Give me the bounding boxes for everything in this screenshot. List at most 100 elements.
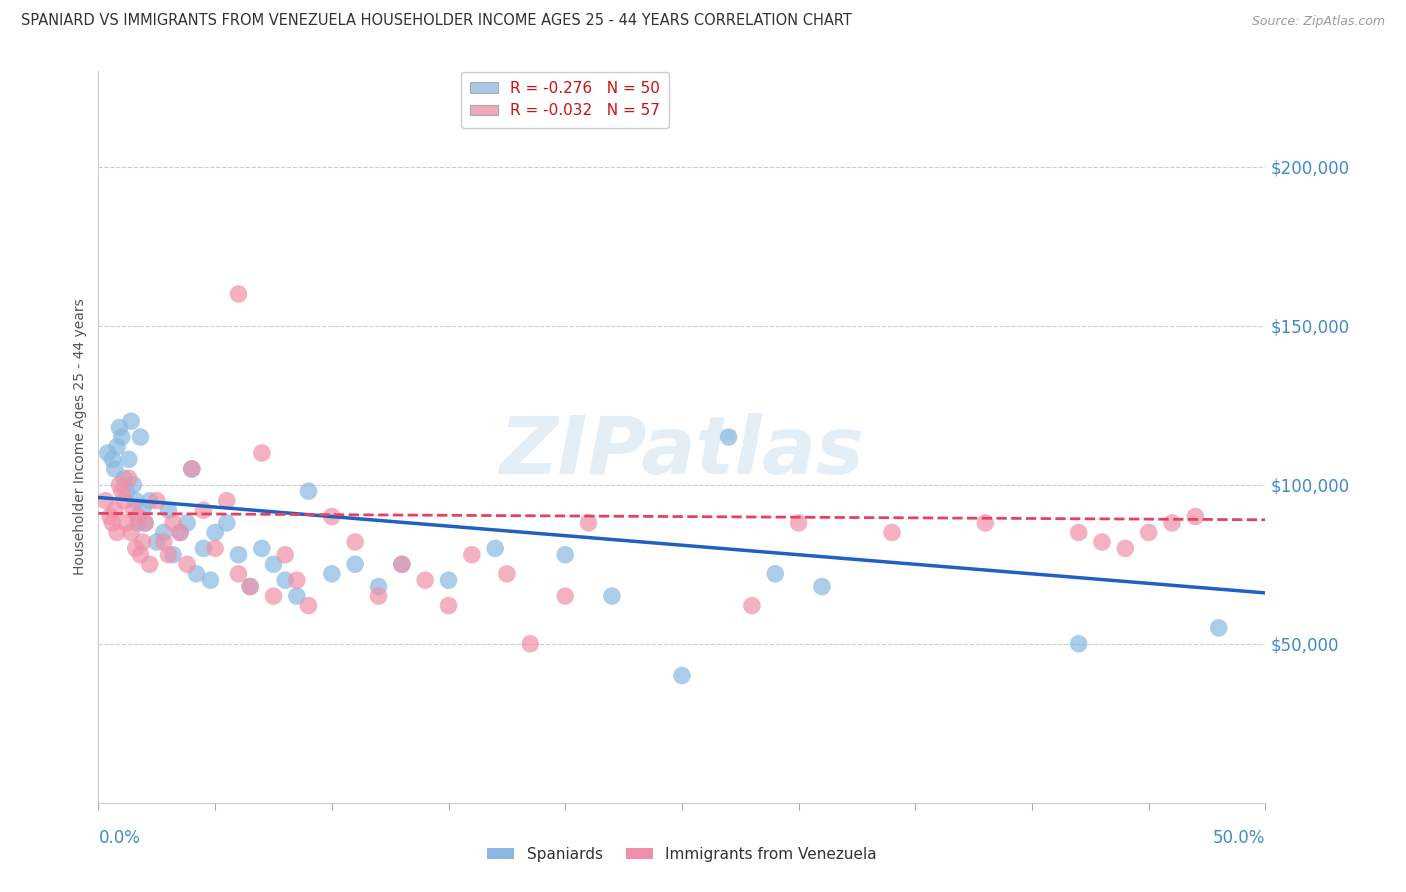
Point bbox=[101, 516, 124, 530]
Point bbox=[132, 535, 155, 549]
Point bbox=[111, 430, 134, 444]
Point bbox=[741, 599, 763, 613]
Point bbox=[169, 525, 191, 540]
Point bbox=[193, 503, 215, 517]
Point bbox=[1184, 509, 1206, 524]
Point bbox=[974, 516, 997, 530]
Point bbox=[1114, 541, 1136, 556]
Point bbox=[297, 599, 319, 613]
Point bbox=[120, 525, 142, 540]
Point bbox=[169, 525, 191, 540]
Point bbox=[811, 580, 834, 594]
Point bbox=[285, 589, 308, 603]
Point bbox=[129, 430, 152, 444]
Point bbox=[104, 503, 127, 517]
Point bbox=[1067, 525, 1090, 540]
Point bbox=[297, 484, 319, 499]
Point bbox=[1208, 621, 1230, 635]
Point bbox=[97, 446, 120, 460]
Point bbox=[108, 477, 131, 491]
Point bbox=[437, 599, 460, 613]
Point bbox=[129, 548, 152, 562]
Point bbox=[1137, 525, 1160, 540]
Point bbox=[112, 471, 135, 485]
Point bbox=[437, 573, 460, 587]
Point bbox=[125, 493, 148, 508]
Point bbox=[134, 516, 156, 530]
Point bbox=[186, 566, 208, 581]
Point bbox=[484, 541, 506, 556]
Point bbox=[671, 668, 693, 682]
Point bbox=[176, 516, 198, 530]
Point bbox=[228, 548, 250, 562]
Point bbox=[344, 535, 367, 549]
Point bbox=[162, 516, 184, 530]
Point bbox=[239, 580, 262, 594]
Point bbox=[105, 525, 128, 540]
Point bbox=[262, 589, 284, 603]
Point bbox=[127, 516, 149, 530]
Point bbox=[200, 573, 222, 587]
Text: ZIPatlas: ZIPatlas bbox=[499, 413, 865, 491]
Point bbox=[122, 477, 145, 491]
Point bbox=[122, 503, 145, 517]
Point bbox=[367, 580, 389, 594]
Point bbox=[176, 558, 198, 572]
Point bbox=[787, 516, 810, 530]
Point bbox=[152, 525, 174, 540]
Point bbox=[146, 535, 169, 549]
Point bbox=[321, 509, 343, 524]
Point bbox=[880, 525, 903, 540]
Point bbox=[115, 484, 138, 499]
Point bbox=[125, 541, 148, 556]
Point bbox=[391, 558, 413, 572]
Point bbox=[104, 462, 127, 476]
Point bbox=[180, 462, 202, 476]
Point bbox=[1091, 535, 1114, 549]
Point bbox=[600, 589, 623, 603]
Point bbox=[461, 548, 484, 562]
Point bbox=[118, 452, 141, 467]
Point bbox=[118, 471, 141, 485]
Point bbox=[111, 484, 134, 499]
Point bbox=[262, 558, 284, 572]
Point bbox=[321, 566, 343, 581]
Point bbox=[413, 573, 436, 587]
Point bbox=[578, 516, 600, 530]
Text: 50.0%: 50.0% bbox=[1213, 829, 1265, 847]
Point bbox=[274, 548, 297, 562]
Point bbox=[519, 637, 541, 651]
Point bbox=[132, 503, 155, 517]
Point bbox=[250, 541, 273, 556]
Point bbox=[367, 589, 389, 603]
Point bbox=[146, 493, 169, 508]
Text: 0.0%: 0.0% bbox=[98, 829, 141, 847]
Point bbox=[115, 516, 138, 530]
Point bbox=[157, 503, 180, 517]
Point bbox=[239, 580, 262, 594]
Point bbox=[98, 509, 121, 524]
Point bbox=[152, 535, 174, 549]
Point bbox=[344, 558, 367, 572]
Point bbox=[554, 548, 576, 562]
Point bbox=[162, 548, 184, 562]
Text: SPANIARD VS IMMIGRANTS FROM VENEZUELA HOUSEHOLDER INCOME AGES 25 - 44 YEARS CORR: SPANIARD VS IMMIGRANTS FROM VENEZUELA HO… bbox=[21, 13, 852, 28]
Point bbox=[204, 541, 226, 556]
Point bbox=[204, 525, 226, 540]
Point bbox=[274, 573, 297, 587]
Point bbox=[108, 420, 131, 434]
Point bbox=[250, 446, 273, 460]
Y-axis label: Householder Income Ages 25 - 44 years: Householder Income Ages 25 - 44 years bbox=[73, 299, 87, 575]
Point bbox=[215, 516, 238, 530]
Text: Source: ZipAtlas.com: Source: ZipAtlas.com bbox=[1251, 15, 1385, 28]
Point bbox=[554, 589, 576, 603]
Point bbox=[717, 430, 740, 444]
Point bbox=[228, 566, 250, 581]
Point bbox=[94, 493, 117, 508]
Point bbox=[127, 509, 149, 524]
Point bbox=[496, 566, 519, 581]
Point bbox=[193, 541, 215, 556]
Point bbox=[285, 573, 308, 587]
Point bbox=[180, 462, 202, 476]
Point bbox=[763, 566, 786, 581]
